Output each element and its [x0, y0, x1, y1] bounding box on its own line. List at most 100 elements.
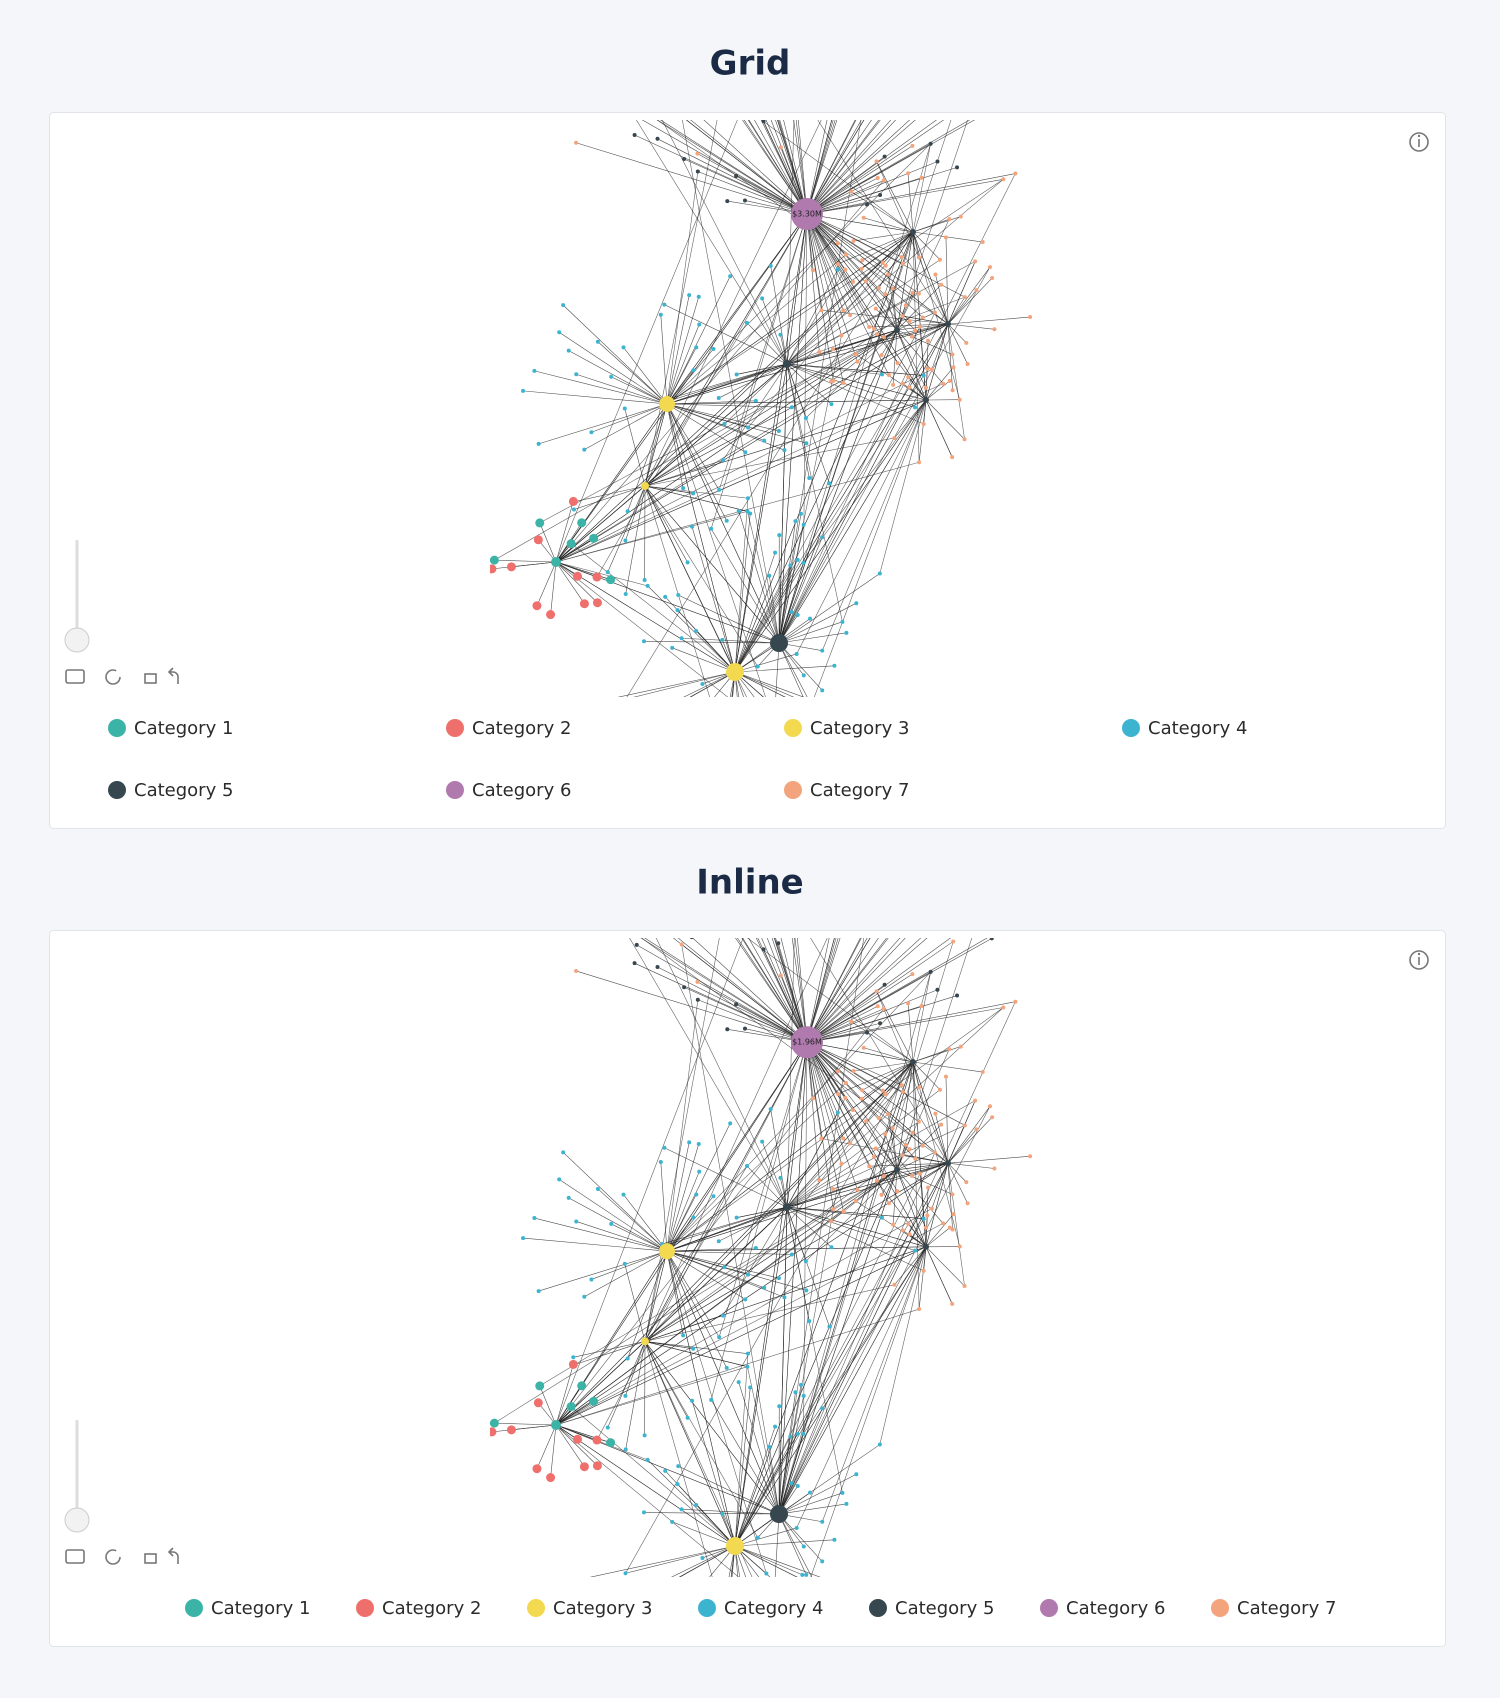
node[interactable] [836, 1111, 840, 1115]
node[interactable] [788, 1435, 792, 1439]
node[interactable] [827, 1325, 831, 1329]
node[interactable] [973, 58, 977, 62]
node[interactable] [635, 943, 639, 947]
node[interactable] [860, 1088, 864, 1092]
node[interactable] [769, 264, 773, 268]
node[interactable] [831, 1187, 835, 1191]
node[interactable] [854, 601, 858, 605]
node[interactable] [875, 159, 879, 163]
node[interactable] [884, 264, 888, 268]
node[interactable] [941, 382, 945, 386]
node[interactable] [889, 101, 893, 105]
node[interactable] [832, 664, 836, 668]
node[interactable] [882, 335, 886, 339]
legend-marker[interactable] [784, 719, 802, 737]
node[interactable] [938, 1088, 942, 1092]
node[interactable] [901, 262, 905, 266]
node[interactable] [691, 1347, 695, 1351]
node[interactable] [827, 481, 831, 485]
node[interactable] [939, 1123, 943, 1127]
node[interactable] [691, 491, 695, 495]
node[interactable] [964, 341, 968, 345]
node[interactable] [891, 1126, 895, 1130]
legend-marker[interactable] [698, 1599, 716, 1617]
node[interactable] [589, 1277, 593, 1281]
node[interactable] [876, 89, 880, 93]
legend-marker[interactable] [185, 1599, 203, 1617]
node[interactable] [883, 292, 887, 296]
node[interactable] [878, 1443, 882, 1447]
node[interactable] [804, 441, 808, 445]
legend-marker[interactable] [446, 781, 464, 799]
node[interactable] [717, 488, 721, 492]
node[interactable] [893, 894, 897, 898]
node[interactable] [804, 416, 808, 420]
legend-marker[interactable] [869, 1599, 887, 1617]
node[interactable] [793, 1390, 797, 1394]
node[interactable] [896, 361, 900, 365]
node[interactable] [725, 199, 729, 203]
node[interactable] [950, 353, 954, 357]
node[interactable] [606, 1426, 610, 1430]
node[interactable] [796, 1484, 800, 1488]
node[interactable] [680, 942, 684, 946]
node[interactable] [659, 313, 663, 317]
node[interactable] [656, 965, 660, 969]
node[interactable] [952, 851, 956, 855]
node[interactable] [743, 1297, 747, 1301]
node[interactable] [840, 905, 844, 909]
node[interactable] [681, 1333, 685, 1337]
node[interactable] [686, 1416, 690, 1420]
node[interactable] [836, 267, 840, 271]
node[interactable] [904, 1143, 908, 1147]
node[interactable] [623, 1262, 627, 1266]
node[interactable] [920, 176, 924, 180]
node[interactable] [925, 367, 929, 371]
node[interactable] [737, 104, 741, 108]
node[interactable] [640, 79, 644, 83]
node[interactable] [990, 1115, 994, 1119]
legend-label[interactable]: Category 3 [553, 1598, 652, 1619]
node[interactable] [717, 1239, 721, 1243]
node[interactable] [490, 1419, 499, 1428]
node[interactable] [784, 32, 788, 36]
node[interactable] [721, 917, 725, 921]
node[interactable] [696, 170, 700, 174]
node[interactable] [981, 1070, 985, 1074]
legend-label[interactable]: Category 5 [134, 780, 233, 801]
node[interactable] [883, 155, 887, 159]
node[interactable] [776, 941, 780, 945]
node[interactable] [832, 1538, 836, 1542]
node[interactable] [820, 1559, 824, 1563]
node[interactable] [807, 1319, 811, 1323]
node[interactable] [841, 1209, 845, 1213]
node[interactable] [573, 572, 582, 581]
node[interactable] [779, 145, 783, 149]
node[interactable] [777, 429, 781, 433]
node[interactable] [759, 920, 763, 924]
node[interactable] [736, 100, 740, 104]
node[interactable] [561, 1150, 565, 1154]
node[interactable] [760, 296, 764, 300]
node[interactable] [720, 638, 724, 642]
node[interactable] [762, 1286, 766, 1290]
node[interactable] [836, 241, 840, 245]
node[interactable] [532, 1216, 536, 1220]
node[interactable] [808, 1491, 812, 1495]
node[interactable] [831, 347, 835, 351]
node[interactable] [851, 280, 855, 284]
node[interactable] [908, 319, 912, 323]
node[interactable] [624, 1571, 628, 1575]
node[interactable] [537, 1289, 541, 1293]
node[interactable] [721, 89, 725, 93]
node[interactable] [572, 507, 576, 511]
node[interactable] [711, 347, 715, 351]
node[interactable] [745, 1365, 749, 1369]
node[interactable] [842, 898, 846, 902]
node[interactable] [1013, 172, 1017, 176]
node[interactable] [670, 646, 674, 650]
node[interactable] [618, 92, 622, 96]
node[interactable] [988, 265, 992, 269]
node[interactable] [901, 1228, 905, 1232]
node[interactable] [876, 918, 880, 922]
